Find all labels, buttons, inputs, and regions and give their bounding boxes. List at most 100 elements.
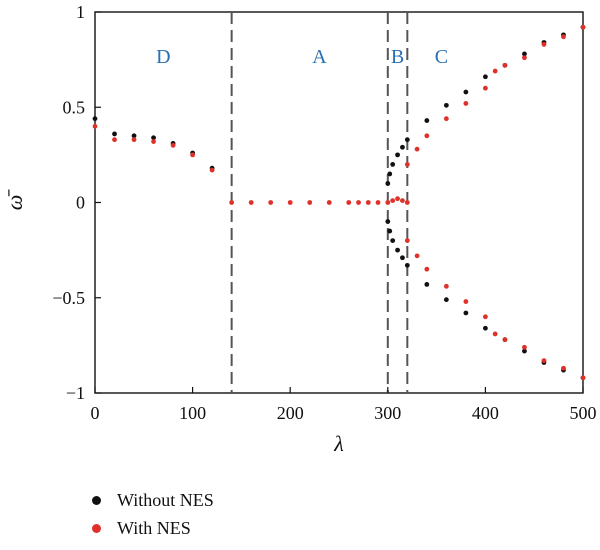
data-point (151, 139, 156, 144)
legend-label-without-nes: Without NES (117, 489, 214, 510)
data-point (390, 198, 396, 203)
plot-frame (94, 11, 584, 394)
data-point (387, 171, 393, 177)
data-point (404, 238, 410, 244)
series-without-nes (92, 24, 586, 381)
legend: Without NES With NES (92, 486, 214, 542)
y-tick-label: 0.5 (63, 97, 86, 117)
data-point (580, 24, 586, 30)
y-tick-label: 0 (76, 193, 85, 213)
data-point (414, 253, 420, 259)
data-point (404, 162, 410, 167)
region-label-a: A (312, 46, 327, 68)
data-point (443, 297, 449, 303)
data-point (561, 34, 566, 40)
data-point (483, 325, 488, 331)
data-point (561, 365, 566, 371)
y-tick-label: −1 (66, 383, 85, 403)
data-point (463, 101, 469, 106)
data-point (424, 282, 430, 287)
legend-marker-without-nes (92, 495, 101, 505)
data-point (390, 238, 396, 244)
data-point (424, 266, 430, 272)
data-point (190, 152, 196, 158)
y-axis-ticks: −1 −0.5 0 0.5 1 (52, 2, 101, 403)
x-tick-label: 500 (570, 403, 597, 423)
plot-area: D A B C 0 100 200 300 400 500 −1 −0.5 0 0.5 1 (52, 2, 596, 423)
data-point (541, 41, 547, 47)
y-tick-label: 1 (76, 2, 85, 22)
data-point (522, 55, 527, 61)
y-axis-label: ω̄ (2, 189, 27, 211)
data-point (400, 255, 405, 261)
legend-label-with-nes: With NES (117, 517, 191, 538)
data-point (131, 133, 137, 139)
data-point (170, 142, 176, 148)
data-point (248, 200, 254, 205)
data-point (390, 162, 396, 167)
data-point (112, 137, 117, 143)
data-point (326, 200, 332, 205)
data-point (424, 118, 430, 123)
data-point (92, 123, 98, 129)
data-point (268, 200, 274, 205)
data-point (395, 247, 400, 253)
data-point (492, 331, 498, 337)
data-point (483, 85, 488, 91)
x-axis-ticks: 0 100 200 300 400 500 (91, 387, 597, 423)
data-point (395, 152, 400, 158)
data-point (131, 137, 137, 143)
data-point (541, 358, 547, 364)
x-tick-label: 300 (374, 403, 401, 423)
data-point (463, 89, 469, 95)
data-point (400, 144, 405, 150)
data-point (492, 68, 498, 74)
data-point (522, 344, 527, 350)
data-point (395, 196, 400, 202)
data-point (483, 314, 488, 320)
data-point (346, 200, 352, 205)
data-point (443, 116, 449, 122)
scatter-chart: D A B C 0 100 200 300 400 500 −1 −0.5 0 0.5 1 λ ω̄ (2, 2, 597, 456)
data-point (92, 116, 98, 122)
data-point (483, 74, 488, 80)
legend-item-with-nes: With NES (92, 514, 214, 542)
x-tick-label: 400 (472, 403, 499, 423)
data-point (385, 181, 391, 186)
data-point (404, 262, 410, 268)
x-tick-label: 200 (277, 403, 304, 423)
data-point (387, 228, 393, 234)
region-boundaries (230, 12, 409, 393)
data-point (151, 135, 156, 141)
data-point (385, 219, 391, 224)
data-point (424, 133, 430, 139)
data-point (463, 310, 469, 316)
data-point (375, 200, 381, 205)
data-point (404, 200, 410, 205)
data-point (112, 131, 117, 137)
data-point (502, 62, 508, 68)
data-point (443, 283, 449, 289)
data-point (580, 375, 586, 381)
x-axis-label: λ (333, 431, 344, 456)
data-series (92, 24, 586, 381)
data-point (404, 137, 410, 143)
data-point (356, 200, 361, 205)
x-tick-label: 0 (91, 403, 100, 423)
data-point (522, 51, 527, 57)
data-point (307, 200, 313, 205)
x-tick-label: 100 (179, 403, 206, 423)
region-label-d: D (156, 46, 170, 68)
y-tick-label: −0.5 (52, 288, 85, 308)
series-with-nes (92, 24, 586, 381)
data-point (385, 200, 391, 205)
data-point (287, 200, 293, 205)
data-point (414, 146, 420, 152)
region-label-c: C (435, 46, 448, 68)
data-point (209, 167, 215, 173)
data-point (229, 200, 235, 205)
data-point (400, 198, 405, 203)
data-point (443, 102, 449, 108)
data-point (365, 200, 371, 205)
